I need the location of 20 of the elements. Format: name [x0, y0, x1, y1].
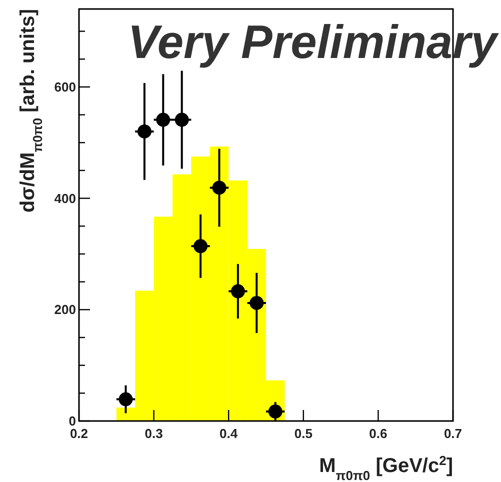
- x-tick-label: 0.6: [369, 426, 388, 441]
- point: [230, 284, 245, 298]
- point: [137, 124, 152, 138]
- x-axis-title: M$_{π0π0}$ [GeV/c$^{2}$]: [319, 452, 453, 482]
- y-tick-label: 400: [54, 190, 76, 206]
- point: [156, 112, 170, 127]
- point: [118, 392, 133, 406]
- point: [250, 296, 264, 310]
- x-tick-label: 0.2: [70, 426, 88, 441]
- point: [268, 404, 282, 419]
- y-tick-label: 200: [54, 302, 76, 318]
- x-tick-label: 0.5: [294, 426, 312, 441]
- y-tick-label: 0: [68, 414, 76, 429]
- point: [194, 239, 208, 254]
- x-tick-label: 0.3: [144, 426, 163, 441]
- x-tick-label: 0.7: [444, 426, 462, 441]
- x-tick-label: 0.4: [220, 426, 238, 441]
- point: [212, 180, 226, 195]
- y-tick-label: 600: [54, 79, 76, 94]
- point: [174, 112, 189, 127]
